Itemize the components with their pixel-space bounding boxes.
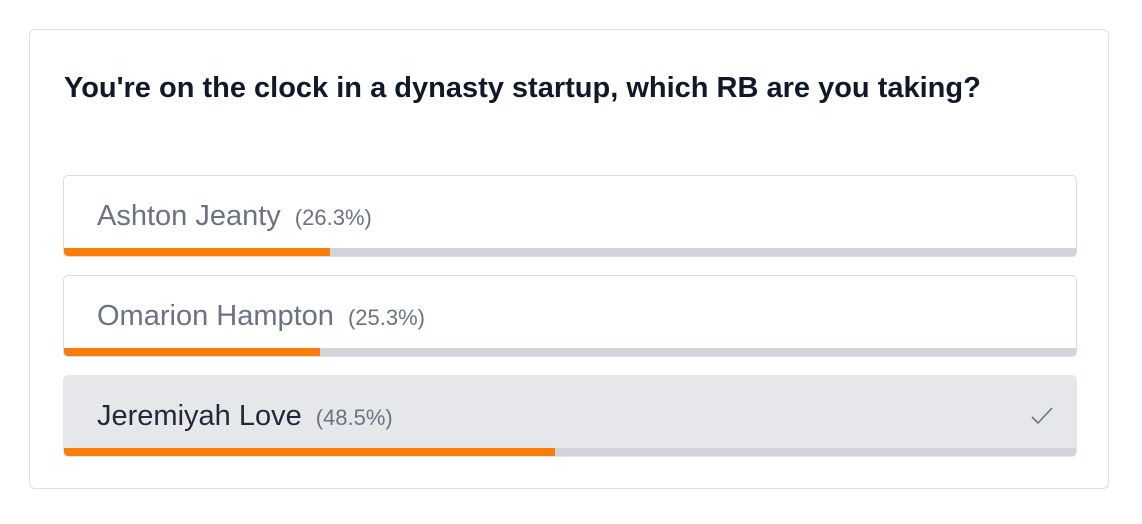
progress-fill — [64, 448, 555, 456]
progress-track — [64, 248, 1076, 256]
option-label: Jeremiyah Love — [97, 400, 302, 432]
poll-question: You're on the clock in a dynasty startup… — [64, 72, 981, 104]
poll-card — [29, 29, 1109, 489]
option-name: Omarion Hampton (25.3%) — [97, 300, 425, 333]
poll-option[interactable]: Omarion Hampton (25.3%) — [63, 275, 1077, 357]
option-name: Ashton Jeanty (26.3%) — [97, 200, 372, 233]
option-label: Ashton Jeanty — [97, 200, 281, 232]
option-percent: (48.5%) — [315, 405, 393, 430]
check-icon — [1031, 407, 1053, 425]
poll-option[interactable]: Ashton Jeanty (26.3%) — [63, 175, 1077, 257]
poll-option[interactable]: Jeremiyah Love (48.5%) — [63, 375, 1077, 457]
progress-fill — [64, 348, 321, 356]
option-percent: (25.3%) — [347, 305, 425, 330]
option-name: Jeremiyah Love (48.5%) — [97, 400, 393, 433]
option-label: Omarion Hampton — [97, 300, 334, 332]
option-percent: (26.3%) — [294, 205, 372, 230]
progress-fill — [64, 248, 331, 256]
progress-track — [64, 448, 1076, 456]
progress-track — [64, 348, 1076, 356]
